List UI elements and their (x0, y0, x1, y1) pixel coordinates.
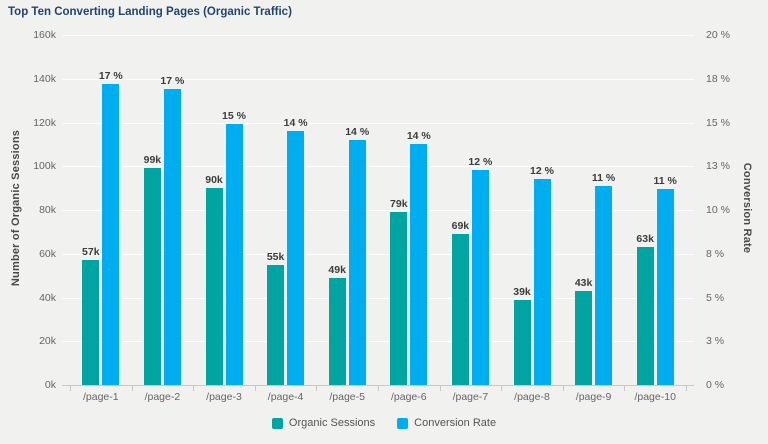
x-axis-category-label: /page-8 (514, 391, 550, 403)
conversion-rate-value-label: 14 % (345, 126, 370, 138)
conversion-rate-value-label: 15 % (222, 110, 246, 123)
x-axis-category-label: /page-7 (452, 391, 489, 403)
right-axis-tick-label: 15 % (706, 116, 730, 129)
left-axis-tick-label: 140k (33, 72, 56, 85)
x-axis-tick (686, 385, 687, 391)
conversion-rate-value-label: 17 % (98, 70, 123, 82)
gridline (62, 341, 694, 343)
organic-sessions-bar[interactable] (205, 188, 223, 385)
organic-sessions-bar[interactable] (575, 290, 593, 385)
right-axis-tick-label: 13 % (706, 160, 730, 173)
x-axis-category-label: /page-1 (82, 391, 119, 403)
right-axis-tick-label: 20 % (706, 29, 730, 41)
gridline (62, 35, 694, 36)
organic-sessions-bar[interactable] (390, 212, 408, 385)
gridline (62, 122, 694, 124)
legend-item[interactable]: Conversion Rate (397, 417, 496, 429)
organic-sessions-bar[interactable] (267, 264, 285, 385)
legend-item[interactable]: Organic Sessions (271, 417, 376, 429)
right-axis-tick-label: 10 % (706, 204, 730, 216)
legend-label: Conversion Rate (414, 417, 497, 429)
organic-sessions-value-label: 99k (143, 154, 162, 167)
left-y-axis-title: Number of Organic Sessions (10, 129, 22, 287)
organic-sessions-value-label: 63k (636, 233, 654, 246)
x-axis-tick (439, 385, 441, 391)
x-axis-tick (378, 385, 379, 391)
organic-sessions-value-label: 49k (328, 263, 346, 276)
conversion-rate-value-label: 17 % (160, 75, 185, 88)
x-axis-category-label: /page-4 (267, 391, 304, 403)
conversion-rate-bar[interactable] (163, 89, 181, 385)
organic-sessions-value-label: 69k (451, 220, 470, 233)
x-axis-category-label: /page-6 (390, 391, 427, 403)
organic-sessions-bar[interactable] (143, 168, 161, 385)
conversion-rate-bar[interactable] (471, 169, 489, 385)
organic-sessions-value-label: 79k (390, 198, 408, 211)
legend-marker-icon (397, 417, 409, 429)
gridline (62, 166, 694, 168)
legend: Organic Sessions Conversion Rate (0, 417, 768, 429)
conversion-rate-bar[interactable] (595, 185, 613, 385)
left-axis-tick-label: 20k (39, 335, 56, 348)
left-axis-tick-label: 40k (39, 291, 56, 304)
organic-sessions-bar[interactable] (451, 234, 469, 385)
right-axis-tick-label: 0 % (706, 379, 725, 391)
organic-sessions-bar[interactable] (513, 299, 531, 385)
conversion-rate-value-label: 11 % (653, 175, 677, 187)
conversion-rate-value-label: 12 % (468, 155, 493, 168)
organic-sessions-bar[interactable] (636, 247, 654, 385)
x-axis-category-label: /page-10 (634, 391, 676, 403)
left-axis-tick-label: 120k (33, 116, 56, 129)
legend-label: Organic Sessions (288, 417, 376, 429)
left-axis-tick-label: 160k (33, 29, 56, 41)
conversion-rate-value-label: 14 % (406, 129, 431, 142)
left-axis-tick-label: 80k (39, 204, 56, 216)
left-axis-tick-label: 0k (44, 379, 56, 391)
conversion-rate-bar[interactable] (656, 189, 674, 385)
conversion-rate-bar[interactable] (225, 124, 243, 385)
x-axis-tick (562, 385, 564, 391)
conversion-rate-value-label: 14 % (283, 117, 308, 130)
gridline (62, 253, 694, 255)
legend-marker-icon (271, 417, 283, 429)
organic-sessions-value-label: 57k (82, 246, 100, 259)
conversion-rate-bar[interactable] (102, 84, 120, 385)
x-axis-tick (131, 385, 133, 391)
x-axis-tick (193, 385, 195, 391)
right-axis-tick-label: 5 % (706, 291, 725, 304)
conversion-rate-bar[interactable] (287, 131, 305, 385)
x-axis-tick (624, 385, 626, 391)
conversion-rate-bar[interactable] (348, 140, 366, 385)
conversion-rate-bar[interactable] (410, 143, 428, 385)
organic-sessions-bar[interactable] (82, 260, 100, 385)
organic-sessions-value-label: 43k (574, 276, 593, 289)
gridline (62, 297, 694, 299)
right-axis-tick-label: 18 % (706, 72, 730, 85)
left-axis-tick-label: 100k (33, 160, 56, 173)
x-axis-category-label: /page-3 (206, 391, 242, 403)
gridline (62, 78, 694, 80)
conversion-rate-value-label: 11 % (591, 171, 616, 184)
organic-sessions-value-label: 90k (205, 174, 223, 187)
x-axis-tick (70, 385, 71, 391)
gridline (62, 210, 694, 211)
x-axis-tick (254, 385, 256, 391)
right-axis-tick-label: 3 % (706, 335, 725, 348)
right-axis-tick-label: 8 % (706, 247, 725, 260)
x-axis-category-label: /page-2 (144, 391, 181, 403)
x-axis-tick (501, 385, 503, 391)
organic-sessions-value-label: 55k (266, 250, 285, 263)
x-axis-tick (316, 385, 318, 391)
x-axis-category-label: /page-9 (575, 391, 612, 403)
chart-title: Top Ten Converting Landing Pages (Organi… (8, 6, 292, 18)
left-axis-tick-label: 60k (39, 247, 56, 260)
organic-sessions-bar[interactable] (328, 277, 346, 385)
conversion-rate-value-label: 12 % (530, 164, 554, 177)
conversion-rate-bar[interactable] (533, 178, 551, 385)
right-y-axis-title: Conversion Rate (741, 162, 753, 254)
x-axis-category-label: /page-5 (329, 391, 365, 403)
organic-sessions-value-label: 39k (513, 285, 531, 298)
